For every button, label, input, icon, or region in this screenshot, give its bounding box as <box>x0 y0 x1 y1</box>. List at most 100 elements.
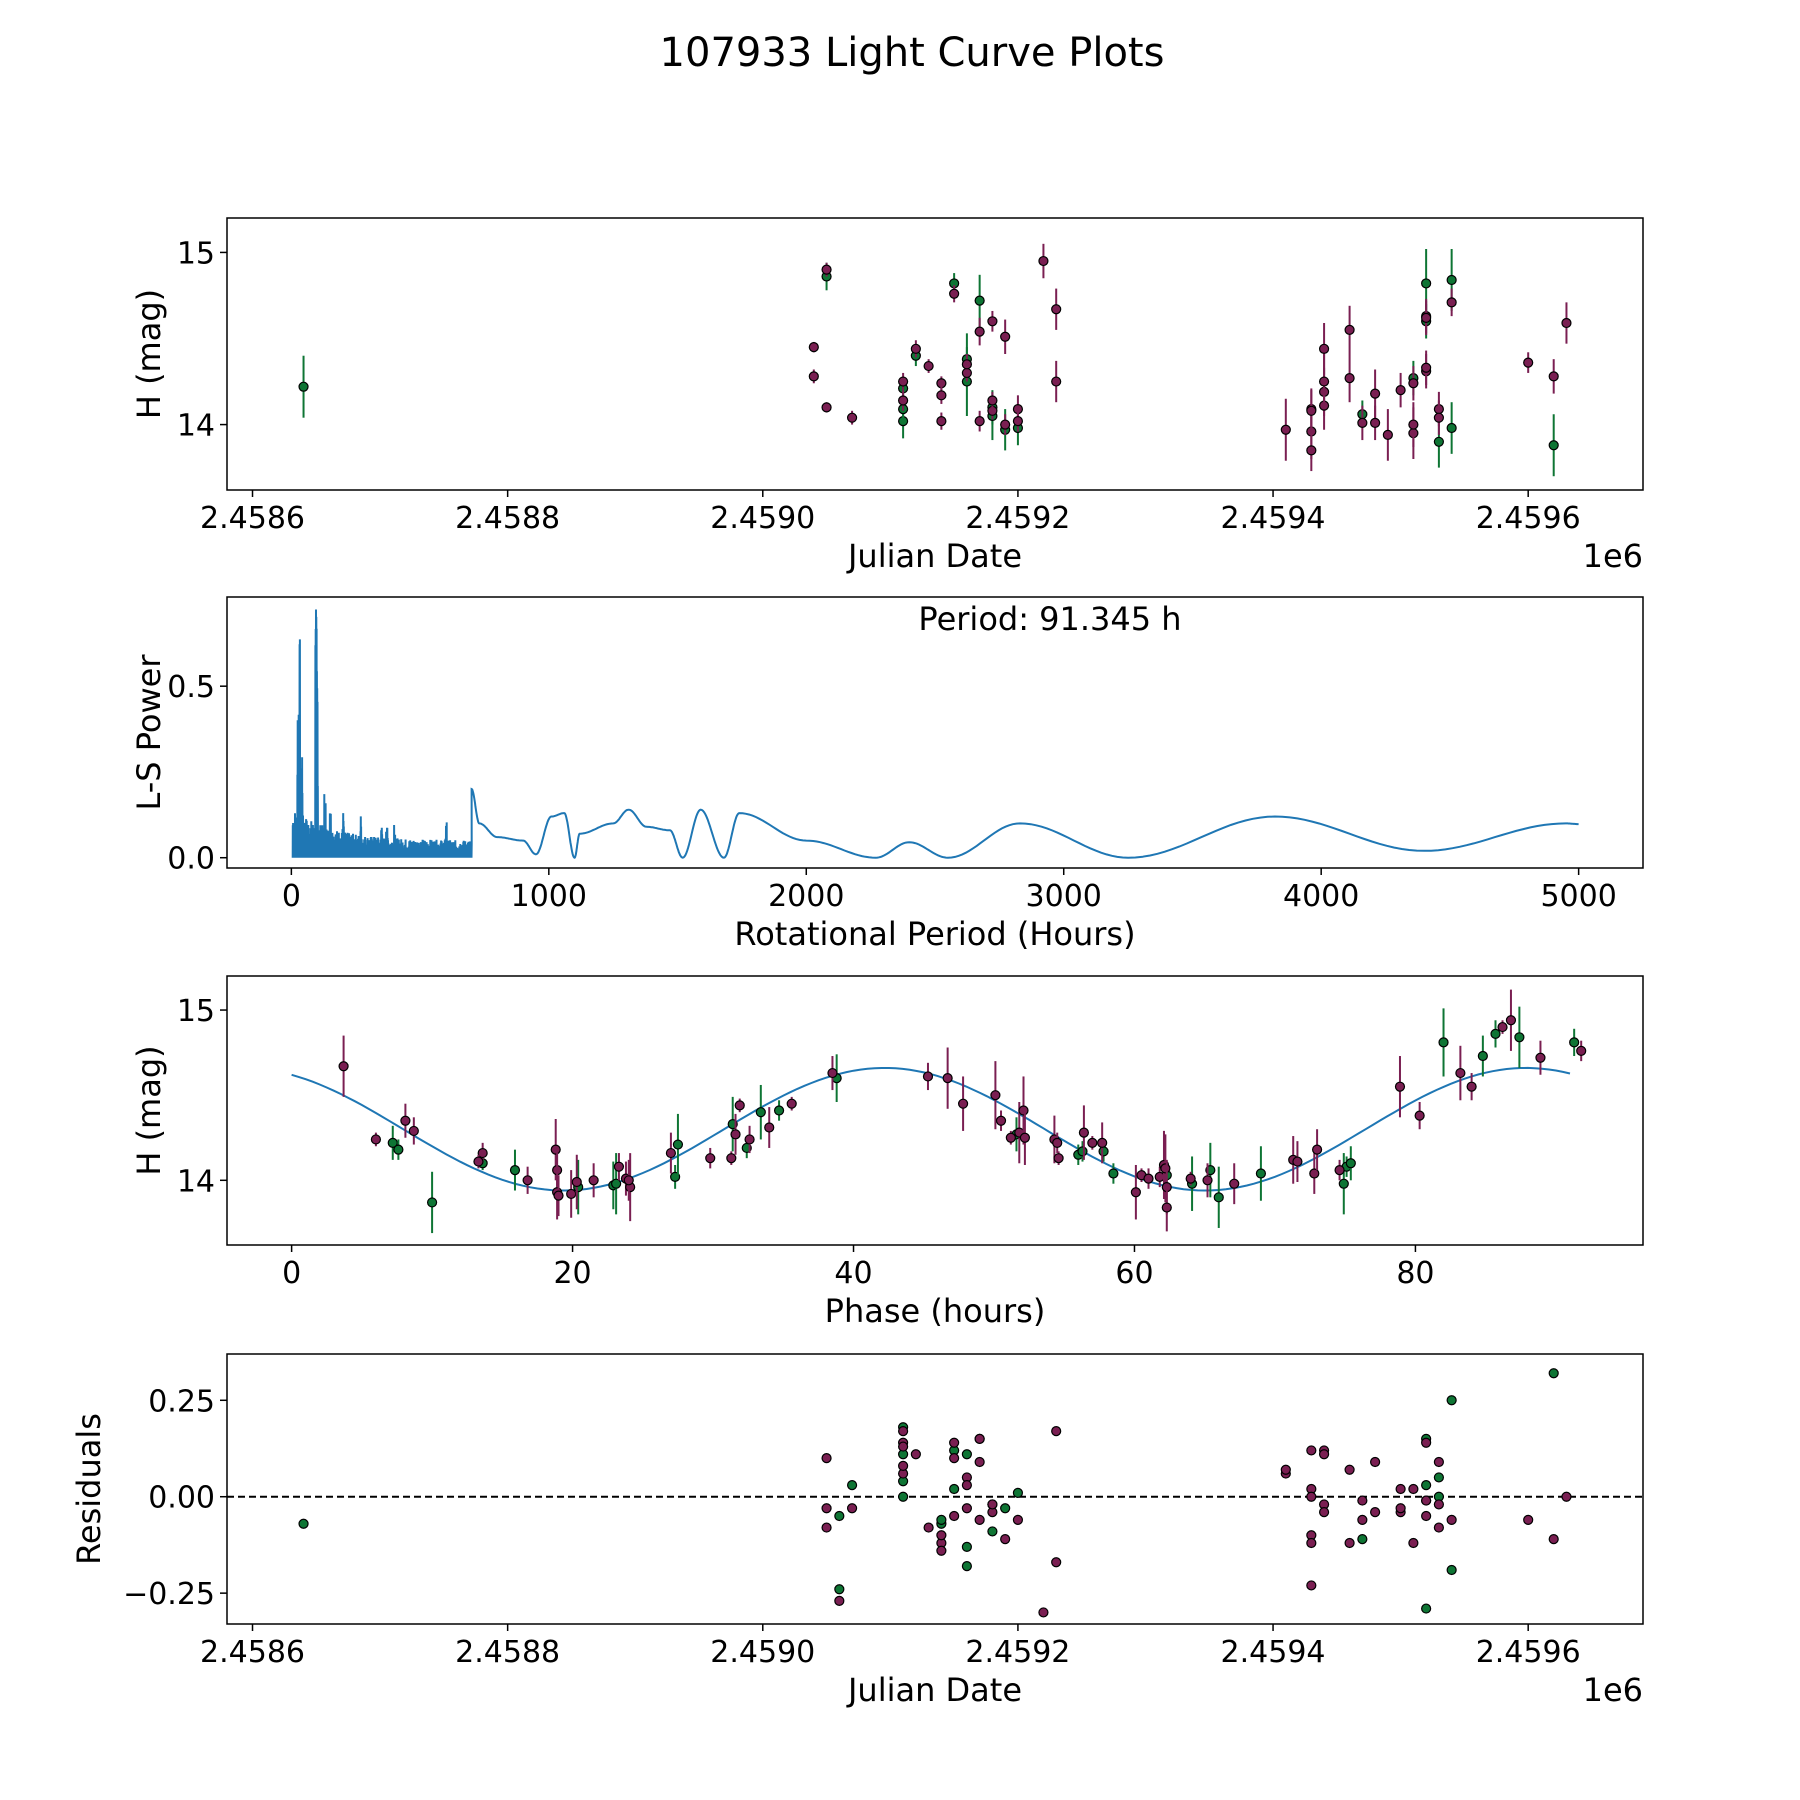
data-point <box>393 1144 404 1155</box>
data-point <box>1051 376 1062 387</box>
data-point <box>974 1514 985 1525</box>
data-point <box>1455 1067 1466 1079</box>
data-point <box>1548 371 1559 382</box>
data-point <box>665 1147 677 1159</box>
data-point <box>1421 1437 1432 1448</box>
data-point <box>1098 1146 1109 1157</box>
data-point <box>995 1115 1007 1126</box>
data-point <box>898 1441 909 1452</box>
data-point <box>1395 385 1406 396</box>
x-tick-label: 2.4596 <box>1476 501 1581 536</box>
data-point <box>1078 1127 1090 1138</box>
data-point <box>426 1197 438 1208</box>
axes-frame <box>226 596 1644 869</box>
data-point <box>1000 1534 1011 1545</box>
data-point <box>821 1503 832 1514</box>
data-point <box>1408 419 1419 430</box>
data-point <box>408 1125 419 1137</box>
data-point <box>910 343 921 354</box>
data-point <box>1318 376 1330 387</box>
data-point <box>1012 1514 1024 1525</box>
data-point <box>1255 1168 1267 1179</box>
data-point <box>1370 417 1381 428</box>
data-point <box>1000 419 1011 430</box>
y-tick-label: 0.25 <box>148 1384 215 1419</box>
data-point <box>898 395 909 406</box>
data-point <box>1005 1132 1016 1143</box>
data-point <box>1561 317 1572 329</box>
series-green-filter <box>387 1006 1580 1234</box>
data-point <box>961 1561 972 1572</box>
period-annotation: Period: 91.345 h <box>918 600 1181 638</box>
data-point <box>566 1188 577 1200</box>
y-axis-label: H (mag) <box>130 289 168 419</box>
data-point <box>846 412 858 423</box>
data-point <box>936 390 947 401</box>
data-point <box>987 1499 998 1510</box>
plot-area <box>227 1368 1643 1618</box>
data-point <box>898 1460 909 1471</box>
data-point <box>834 1584 845 1595</box>
data-point <box>1318 1449 1330 1460</box>
data-point <box>1523 1514 1534 1525</box>
data-point <box>936 1530 947 1541</box>
data-point <box>370 1134 382 1145</box>
data-point <box>744 1134 755 1145</box>
data-point <box>1446 297 1457 308</box>
data-point <box>1561 1491 1572 1502</box>
data-point <box>553 1190 564 1201</box>
x-tick-label: 2.4594 <box>1221 1635 1326 1670</box>
data-point <box>1344 324 1355 335</box>
plot-area <box>291 609 1579 859</box>
x-tick-label: 2.4586 <box>200 1635 305 1670</box>
data-point <box>961 1503 972 1514</box>
data-point <box>1548 1368 1559 1379</box>
data-point <box>1446 1395 1457 1406</box>
data-point <box>1414 1110 1425 1121</box>
x-tick-label: 40 <box>834 1256 872 1291</box>
data-point <box>613 1161 625 1172</box>
data-point <box>898 1491 909 1502</box>
y-axis-label: Residuals <box>70 1413 108 1565</box>
data-point <box>1548 440 1559 451</box>
data-point <box>1038 255 1049 267</box>
data-point <box>936 1545 947 1556</box>
data-point <box>1334 1164 1345 1176</box>
data-point <box>623 1175 634 1186</box>
data-point <box>1130 1187 1141 1198</box>
data-point <box>1318 343 1330 354</box>
data-point <box>1433 1456 1444 1468</box>
data-point <box>898 376 909 387</box>
data-point <box>611 1178 622 1189</box>
plot-area <box>291 989 1587 1234</box>
x-tick-label: 2000 <box>768 879 844 914</box>
data-point <box>821 1522 832 1533</box>
data-point <box>1051 1557 1062 1568</box>
data-point <box>990 1090 1001 1101</box>
data-point <box>1357 417 1368 428</box>
data-point <box>571 1176 582 1188</box>
data-point <box>1421 312 1432 323</box>
data-point <box>936 378 947 389</box>
data-point <box>1421 278 1432 289</box>
data-point <box>1053 1153 1064 1164</box>
data-point <box>1490 1028 1501 1039</box>
x-tick-label: 2.4586 <box>200 501 305 536</box>
data-point <box>846 1503 858 1514</box>
data-point <box>1408 1537 1419 1549</box>
series-green-filter <box>298 1368 1559 1614</box>
data-point <box>1514 1032 1525 1043</box>
x-tick-label: 2.4592 <box>965 501 1070 536</box>
x-tick-label: 5000 <box>1540 879 1616 914</box>
data-point <box>974 1456 985 1468</box>
data-point <box>730 1129 741 1140</box>
y-axis-label: L-S Power <box>130 654 168 811</box>
x-tick-label: 1000 <box>511 879 587 914</box>
panel-phased: 0 20 40 60 80 14 15 Phase (hours) H (mag) <box>130 975 1644 1330</box>
data-point <box>923 1522 934 1533</box>
data-point <box>987 1526 998 1537</box>
x-tick-label: 2.4590 <box>710 1635 815 1670</box>
data-point <box>1408 378 1419 389</box>
x-offset-label: 1e6 <box>1583 1671 1643 1709</box>
data-point <box>1395 1483 1406 1495</box>
